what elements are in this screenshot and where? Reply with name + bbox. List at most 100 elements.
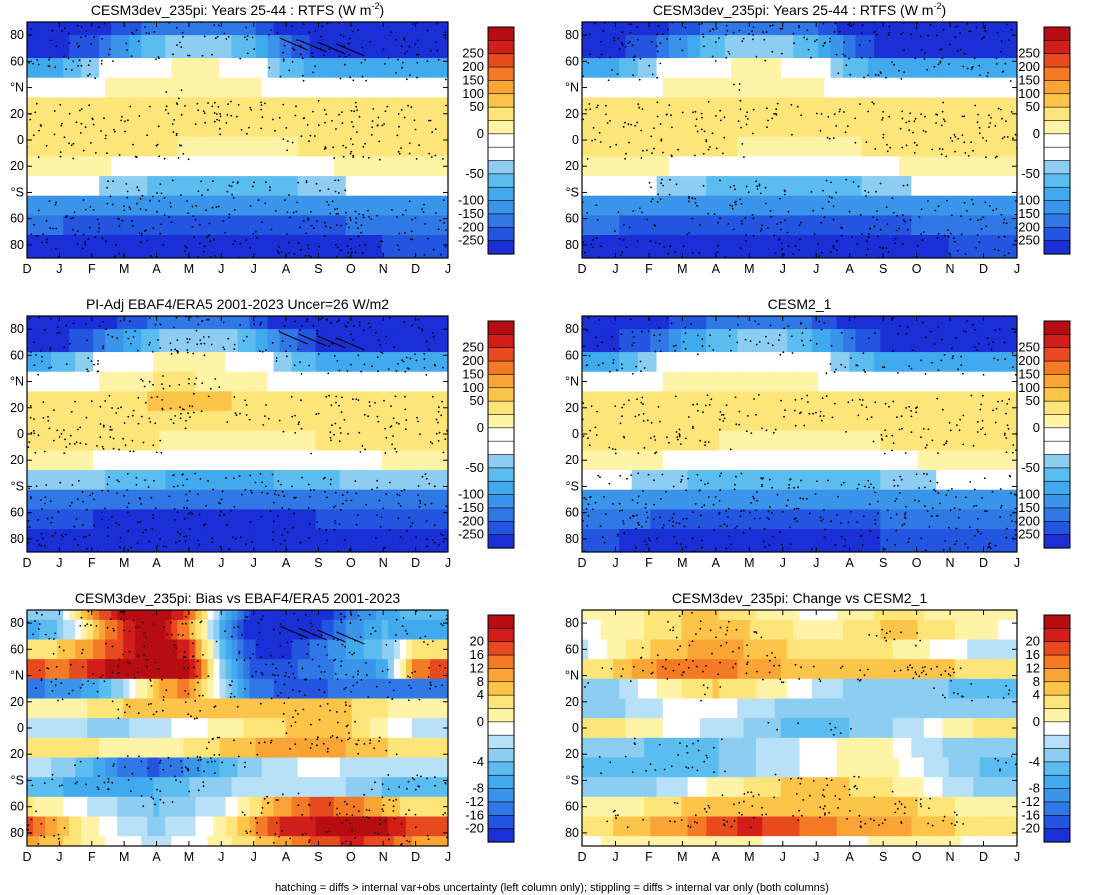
stipple-dot xyxy=(713,213,716,216)
colorbar-box xyxy=(1043,80,1071,95)
heatmap-cell xyxy=(613,195,620,216)
heatmap-cell xyxy=(387,195,395,216)
heatmap-cell xyxy=(369,77,377,98)
stipple-dot xyxy=(642,149,644,152)
stipple-dot xyxy=(400,109,403,111)
heatmap-cell xyxy=(309,371,317,392)
heatmap-cell xyxy=(219,391,227,412)
heatmap-cell xyxy=(675,215,683,236)
stipple-dot xyxy=(42,537,44,540)
heatmap-cell xyxy=(824,97,832,118)
heatmap-cell xyxy=(768,156,776,177)
heatmap-cell xyxy=(749,35,757,59)
stipple-dot xyxy=(192,352,195,355)
heatmap-cell xyxy=(768,235,776,258)
heatmap-cell xyxy=(923,77,931,98)
heatmap-cell xyxy=(165,450,172,471)
heatmap-cell xyxy=(255,329,263,353)
heatmap-cell xyxy=(111,430,118,451)
heatmap-cell xyxy=(429,77,437,98)
heatmap-cell xyxy=(189,371,196,392)
heatmap-cell xyxy=(135,489,142,510)
heatmap-cell xyxy=(27,22,34,36)
heatmap-cell xyxy=(135,97,142,118)
heatmap-cell xyxy=(231,156,239,177)
stipple-dot xyxy=(128,206,131,209)
heatmap-cell xyxy=(159,35,166,59)
stipple-dot xyxy=(187,382,190,385)
stipple-dot xyxy=(176,339,179,341)
stipple-dot xyxy=(78,45,81,47)
stipple-dot xyxy=(827,200,830,203)
stipple-dot xyxy=(807,48,810,51)
stipple-dot xyxy=(345,499,348,502)
heatmap-cell xyxy=(153,470,160,491)
stipple-dot xyxy=(798,24,800,27)
stipple-dot xyxy=(970,141,973,144)
stipple-dot xyxy=(973,57,976,60)
heatmap-cell xyxy=(429,411,437,432)
stipple-dot xyxy=(670,114,672,117)
heatmap-cell xyxy=(357,329,365,353)
stipple-dot xyxy=(383,399,385,402)
y-tick-label: °S xyxy=(11,479,24,493)
heatmap-cell xyxy=(756,35,763,59)
heatmap-cell xyxy=(793,117,801,138)
heatmap-cell xyxy=(309,450,317,471)
heatmap-cell xyxy=(381,156,389,177)
stipple-dot xyxy=(299,226,301,229)
stipple-dot xyxy=(42,233,44,236)
stipple-dot xyxy=(63,55,66,58)
heatmap-cell xyxy=(898,77,906,98)
heatmap-cell xyxy=(345,22,353,36)
stipple-dot xyxy=(106,186,108,189)
stipple-dot xyxy=(882,136,885,139)
heatmap-cell xyxy=(892,58,900,79)
heatmap-cell xyxy=(756,156,763,177)
stipple-dot xyxy=(745,234,747,236)
stipple-dot xyxy=(347,251,349,254)
stipple-dot xyxy=(733,184,735,187)
heatmap-cell xyxy=(117,371,124,392)
heatmap-cell xyxy=(213,529,221,552)
stipple-dot xyxy=(118,252,121,255)
stipple-dot xyxy=(867,248,869,251)
stipple-dot xyxy=(132,409,135,412)
heatmap-cell xyxy=(303,195,311,216)
heatmap-cell xyxy=(159,195,166,216)
heatmap-cell xyxy=(39,136,46,157)
stipple-dot xyxy=(417,318,420,321)
stipple-dot xyxy=(30,233,33,236)
heatmap-cell xyxy=(399,316,407,330)
heatmap-cell xyxy=(669,235,676,258)
stipple-dot xyxy=(388,316,391,319)
heatmap-cell xyxy=(1010,215,1017,236)
stipple-dot xyxy=(442,534,444,537)
heatmap-cell xyxy=(27,176,34,197)
heatmap-cell xyxy=(51,58,58,79)
heatmap-cell xyxy=(867,77,875,98)
heatmap-cell xyxy=(369,329,377,353)
stipple-dot xyxy=(941,110,944,113)
heatmap-cell xyxy=(45,58,52,79)
heatmap-cell xyxy=(267,371,275,392)
heatmap-cell xyxy=(830,215,838,236)
heatmap-cell xyxy=(351,529,359,552)
stipple-dot xyxy=(282,59,285,62)
heatmap-cell xyxy=(231,509,239,530)
stipple-dot xyxy=(67,57,70,60)
heatmap-cell xyxy=(273,136,281,157)
heatmap-cell xyxy=(441,136,448,157)
stipple-dot xyxy=(28,526,31,528)
heatmap-cell xyxy=(979,235,987,258)
heatmap-cell xyxy=(111,22,118,36)
stipple-dot xyxy=(902,22,905,25)
heatmap-cell xyxy=(153,97,160,118)
stipple-dot xyxy=(235,115,238,118)
stipple-dot xyxy=(988,114,990,117)
heatmap-cell xyxy=(985,58,993,79)
heatmap-cell xyxy=(345,391,353,412)
heatmap-cell xyxy=(861,136,869,157)
stipple-dot xyxy=(207,102,210,104)
heatmap-cell xyxy=(33,215,40,236)
